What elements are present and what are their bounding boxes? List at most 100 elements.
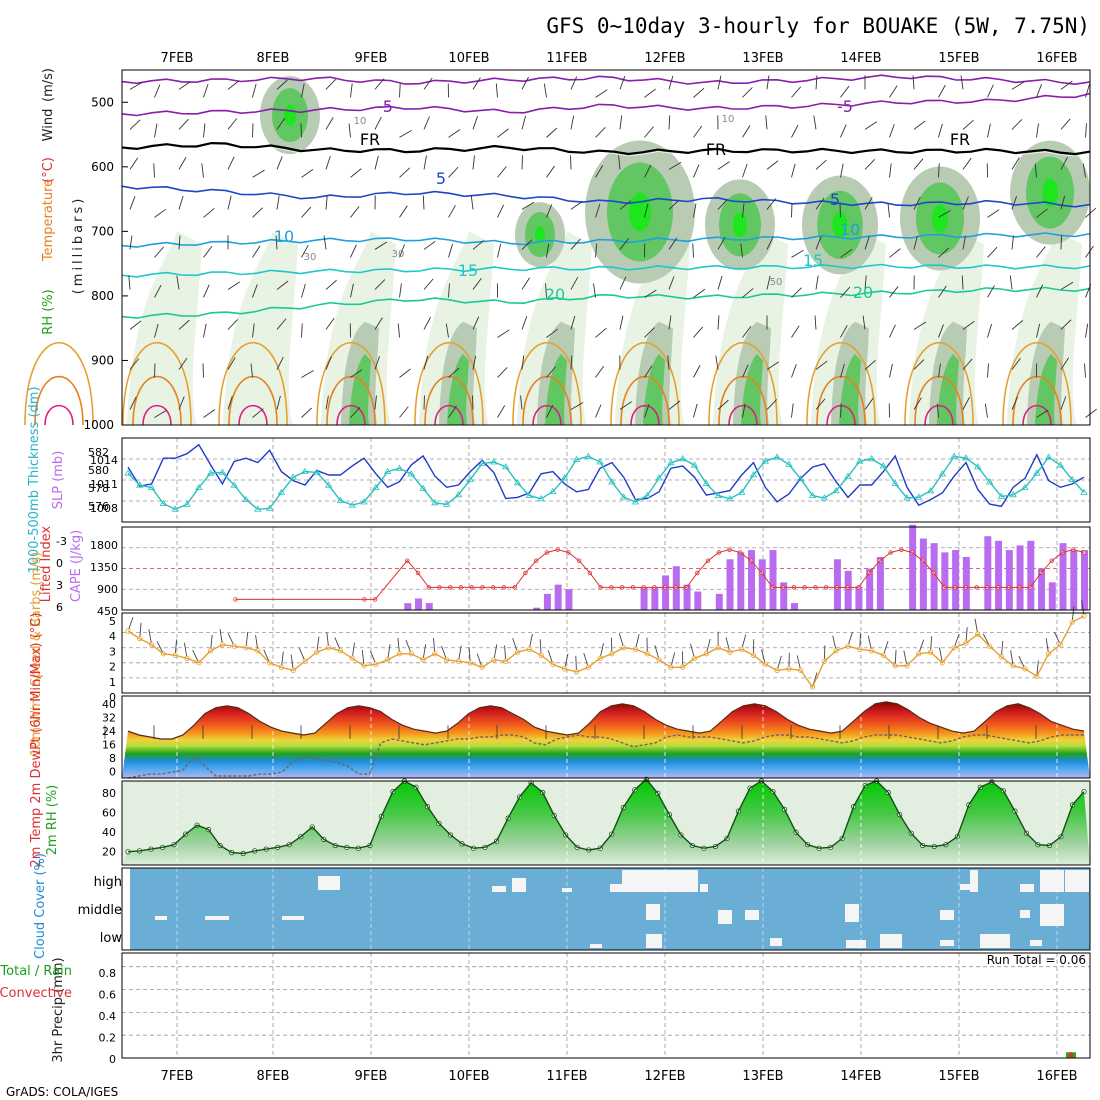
- wind-barb: [301, 169, 314, 178]
- wind-barb: [742, 87, 753, 98]
- wind10m-barb: [397, 637, 400, 654]
- wind-barb: [521, 115, 527, 130]
- contour-label: 10: [274, 227, 294, 246]
- isotherm-arch-25: [24, 342, 94, 426]
- wind-barb: [201, 163, 204, 178]
- cape-bar: [1016, 545, 1024, 610]
- rh-shade-green: [741, 354, 763, 425]
- wind-barb: [374, 241, 388, 250]
- wind-barb: [252, 169, 265, 178]
- wind-barb: [276, 356, 284, 370]
- temp2m-ylabel: 2m Temp 2m DewPt (6hr Min/Max) (°C): [29, 613, 44, 868]
- cape-bar: [876, 556, 884, 610]
- wind-barb: [1011, 320, 1024, 330]
- t2-frame: [121, 695, 1091, 779]
- wind-barb: [889, 248, 901, 258]
- wind-barb: [497, 128, 509, 138]
- wind-barb: [619, 276, 627, 290]
- slp-point: [136, 481, 144, 488]
- wind-barb: [644, 203, 649, 218]
- wind-barb: [644, 327, 655, 338]
- cloud-cell: [1020, 884, 1034, 892]
- isotherm-arch-35: [728, 405, 758, 426]
- isotherm-arch-30: [34, 375, 84, 426]
- rh-shade: [517, 231, 592, 425]
- chart-title: GFS 0~10day 3-hourly for BOUAKE (5W, 7.7…: [546, 14, 1090, 38]
- contour-label: 10: [840, 220, 860, 239]
- slp-point: [360, 498, 368, 505]
- wind-barb: [521, 201, 535, 210]
- wind10m-barb: [433, 637, 436, 654]
- cape-bar: [758, 559, 766, 610]
- wind-barb: [644, 164, 652, 178]
- date-label-bottom: 7FEB: [161, 1069, 194, 1084]
- isotherm--5: [121, 92, 1091, 117]
- wind-barb: [938, 84, 946, 98]
- wind-barb: [545, 283, 547, 298]
- wind-barb: [374, 279, 386, 290]
- wind10m-barb: [575, 655, 577, 672]
- cape-bar: [565, 589, 573, 610]
- date-label-top: 11FEB: [546, 51, 587, 66]
- temp2m-ytick: 8: [109, 752, 116, 765]
- wind10m-barb: [148, 629, 153, 645]
- contour-label: 30: [304, 252, 317, 263]
- wind-barb: [619, 238, 629, 250]
- isotherm-arch-35: [238, 405, 268, 426]
- wind-barb: [595, 365, 605, 378]
- wind-barb: [325, 395, 329, 410]
- wind-barb: [546, 204, 553, 218]
- wind-barb: [227, 195, 232, 210]
- cape-bar: [425, 603, 433, 610]
- wind-barb: [864, 197, 873, 210]
- wind-barb: [423, 240, 436, 250]
- cloud-cell: [282, 916, 304, 920]
- wind-barb: [423, 316, 431, 330]
- wind-barb: [984, 403, 988, 418]
- wind10m-barb: [974, 618, 979, 635]
- wind-barb: [397, 323, 400, 338]
- wind-barb: [1036, 84, 1042, 98]
- wind-barb: [913, 359, 925, 370]
- wind-barb: [595, 404, 602, 418]
- wind-barb: [791, 86, 802, 98]
- cape-bar: [1027, 540, 1035, 610]
- wind-barb: [570, 276, 579, 290]
- slp-ytick: 1008: [90, 502, 118, 515]
- wind-barb: [1036, 208, 1048, 218]
- cape-bar: [995, 540, 1003, 610]
- wind-barb: [791, 403, 794, 418]
- wind-barb: [619, 76, 626, 90]
- cape-bar: [1038, 568, 1046, 610]
- wind-barb: [323, 235, 327, 250]
- slp-point: [584, 452, 593, 459]
- wind-barb: [742, 364, 749, 378]
- rh2m-ylabel: 2m RH (%): [45, 785, 60, 856]
- wind10m-barb: [361, 650, 365, 666]
- wind-barb: [840, 85, 850, 98]
- wind-barb: [252, 245, 261, 258]
- thickness-ytick: 582: [88, 446, 109, 459]
- wind10m-ytick: 1: [109, 676, 116, 689]
- wind-barb: [448, 205, 456, 218]
- wind-barb: [791, 364, 797, 378]
- isotherm-arch-35: [434, 405, 464, 426]
- date-label-top: 16FEB: [1036, 51, 1077, 66]
- wind-barb: [546, 127, 558, 138]
- wind-barb: [619, 200, 632, 210]
- cloud-cell: [155, 916, 167, 920]
- wind-barb: [129, 358, 140, 370]
- wind-barb: [1085, 123, 1087, 138]
- li-ytick: -3: [56, 535, 67, 548]
- slp-point: [608, 478, 616, 485]
- wind-barb: [693, 403, 698, 418]
- wind-barb: [546, 366, 556, 378]
- wind-barb: [1011, 119, 1023, 130]
- cape-bar: [543, 593, 551, 610]
- cross-section-ylabel-tempunit: (°C): [41, 157, 56, 183]
- wind-barb: [717, 315, 720, 330]
- wind-barb: [766, 160, 779, 170]
- wind-barb: [1060, 80, 1073, 90]
- cape-bar: [941, 552, 949, 610]
- wind-barb: [938, 285, 947, 298]
